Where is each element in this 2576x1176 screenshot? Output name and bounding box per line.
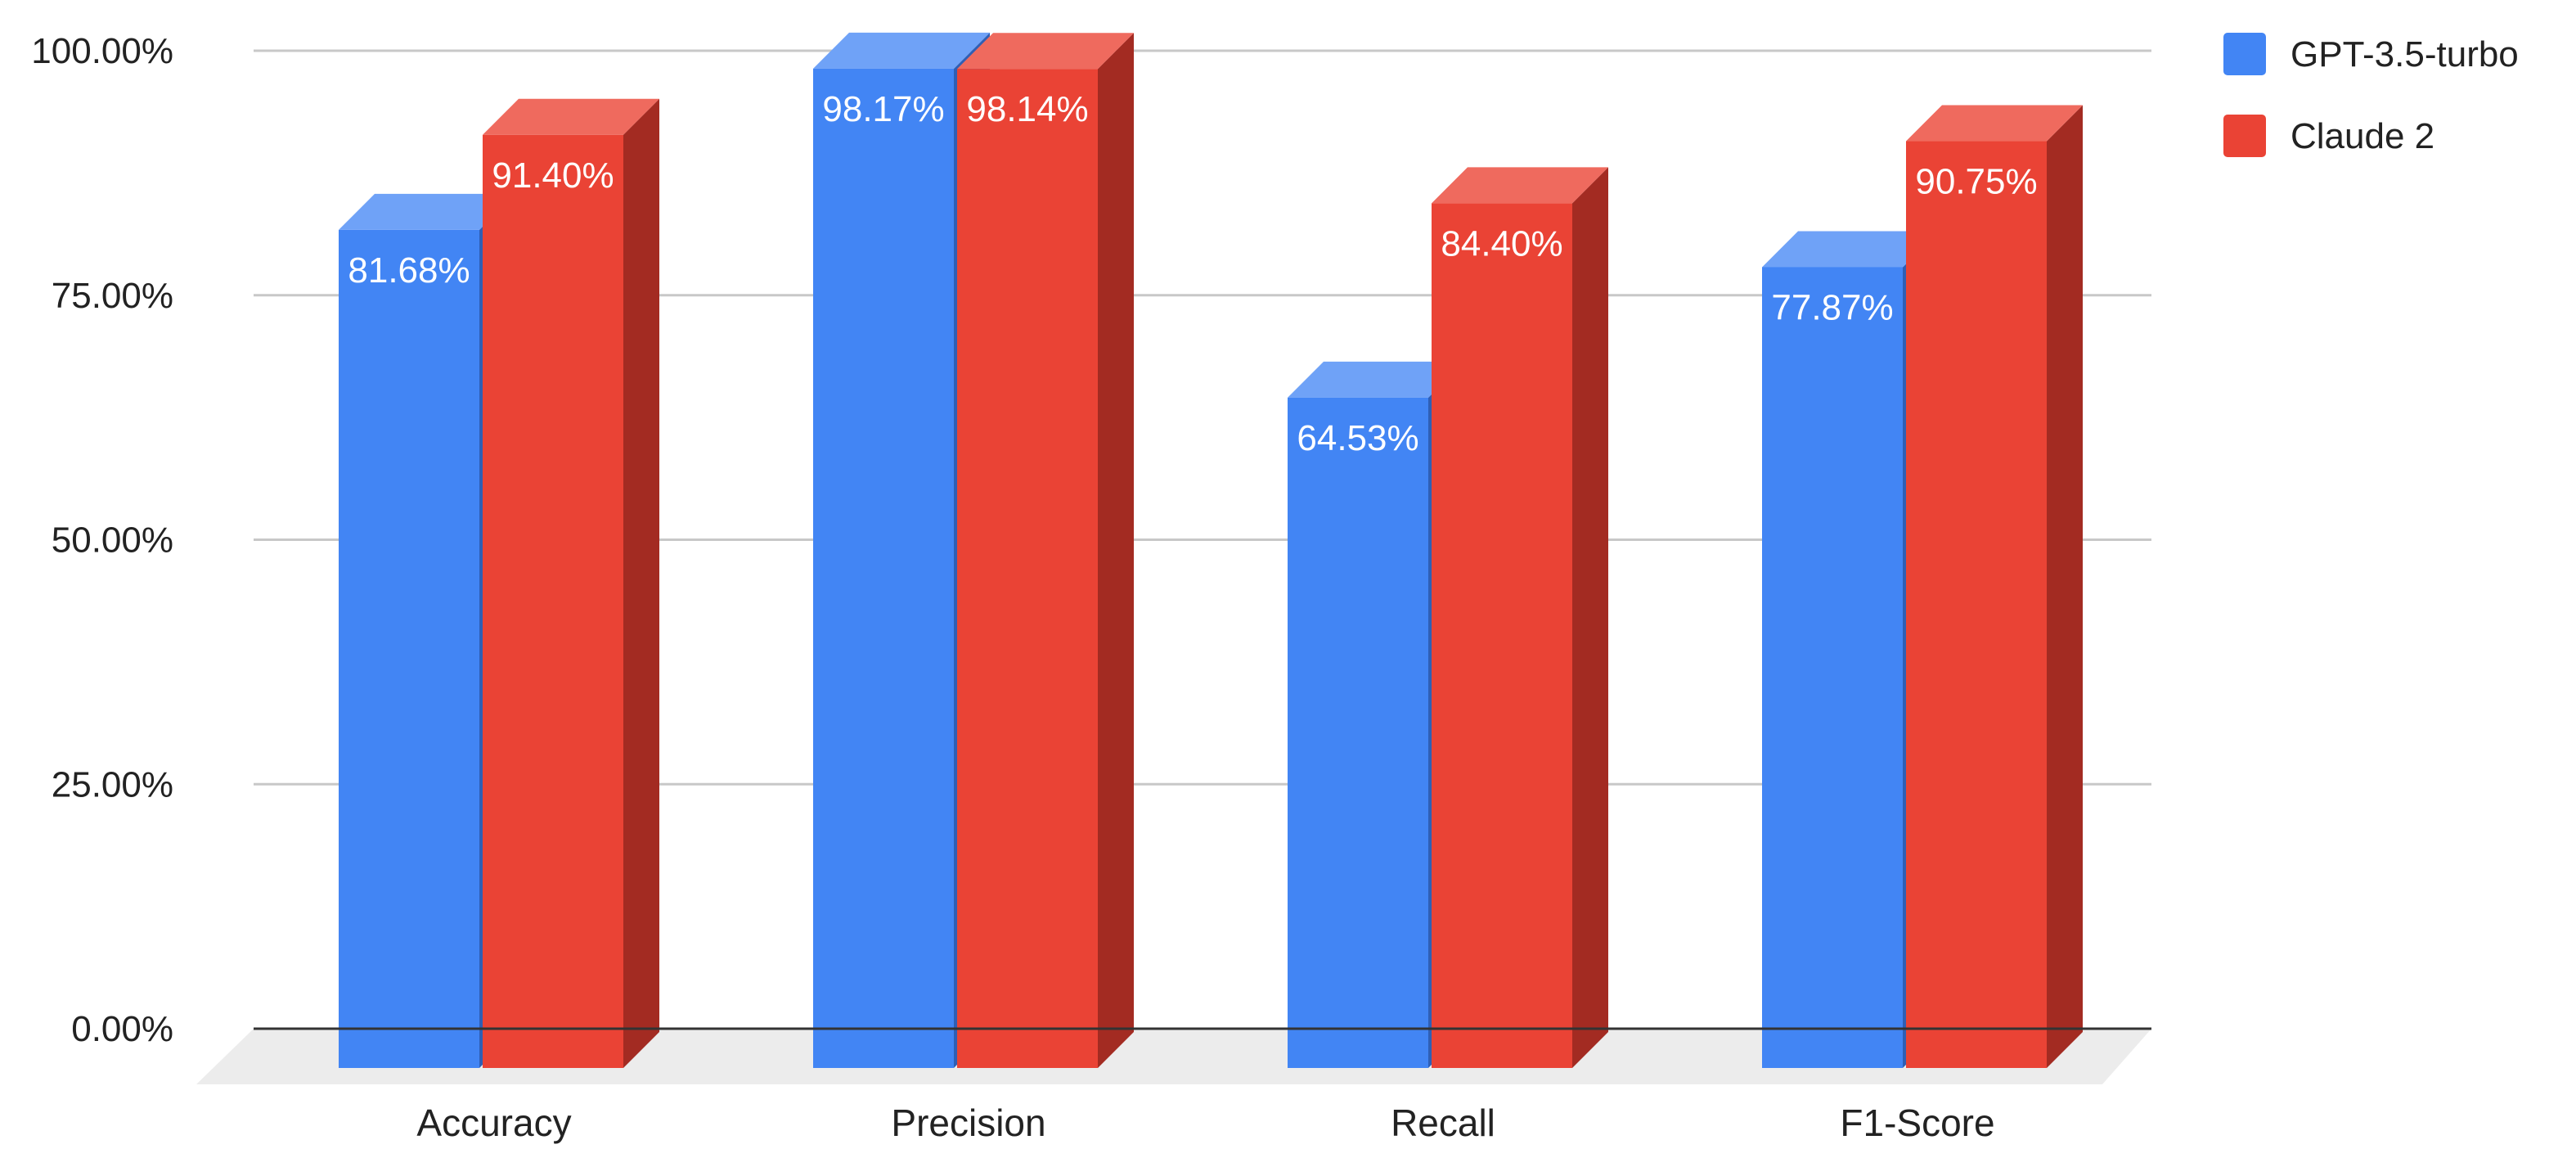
bar bbox=[1762, 267, 1903, 1068]
bar-top bbox=[483, 98, 659, 135]
legend-swatch bbox=[2223, 115, 2266, 157]
bar-side bbox=[2047, 105, 2083, 1069]
legend: GPT-3.5-turbo Claude 2 bbox=[2223, 33, 2519, 157]
data-labels: 81.68% 91.40% 98.17% 98.14% 64.53% 84.40% 77.8… bbox=[348, 89, 2037, 458]
data-label: 81.68% bbox=[348, 250, 470, 291]
x-tick-label: Accuracy bbox=[416, 1102, 571, 1144]
y-tick-label: 75.00% bbox=[52, 276, 173, 316]
x-tick-label: Recall bbox=[1391, 1102, 1495, 1144]
bar-top bbox=[1288, 361, 1464, 398]
legend-label: Claude 2 bbox=[2291, 116, 2434, 156]
bar-side bbox=[623, 98, 659, 1068]
bars bbox=[339, 32, 2083, 1069]
chart-floor bbox=[196, 1029, 2151, 1084]
y-tick-label: 100.00% bbox=[31, 31, 173, 71]
floor-plane bbox=[196, 1029, 2151, 1084]
axes: 0.00% 25.00% 50.00% 75.00% 100.00% Accuracy Pr… bbox=[31, 31, 2151, 1144]
data-label: 91.40% bbox=[492, 155, 614, 196]
bar bbox=[813, 68, 954, 1068]
data-label: 90.75% bbox=[1915, 162, 2037, 202]
legend-label: GPT-3.5-turbo bbox=[2291, 34, 2519, 74]
bar bbox=[1432, 203, 1572, 1068]
data-label: 84.40% bbox=[1441, 223, 1562, 264]
bar bbox=[957, 69, 1098, 1068]
legend-swatch bbox=[2223, 33, 2266, 75]
y-tick-label: 0.00% bbox=[71, 1009, 173, 1049]
bar-top bbox=[813, 32, 990, 69]
y-tick-label: 50.00% bbox=[52, 520, 173, 561]
bar bbox=[483, 134, 623, 1068]
data-label: 64.53% bbox=[1297, 418, 1418, 458]
bar bbox=[1906, 141, 2047, 1069]
x-tick-label: Precision bbox=[891, 1102, 1045, 1144]
bar-top bbox=[1906, 105, 2083, 142]
data-label: 98.17% bbox=[822, 89, 944, 129]
bar-top bbox=[339, 193, 515, 230]
data-label: 77.87% bbox=[1771, 287, 1893, 327]
bar-side bbox=[1098, 33, 1134, 1068]
x-tick-label: F1-Score bbox=[1840, 1102, 1994, 1144]
bar-side bbox=[1572, 167, 1608, 1068]
bar-top bbox=[957, 33, 1134, 70]
bar bbox=[1288, 397, 1428, 1069]
y-tick-label: 25.00% bbox=[52, 764, 173, 804]
bar bbox=[339, 229, 479, 1068]
bar-top bbox=[1762, 231, 1939, 268]
bar-top bbox=[1432, 167, 1608, 204]
data-label: 98.14% bbox=[966, 89, 1088, 129]
